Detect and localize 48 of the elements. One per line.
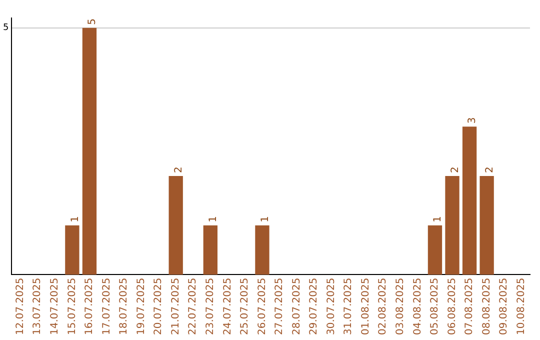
- x-tick-label: 09.08.2025: [498, 278, 510, 336]
- bar: [82, 28, 97, 275]
- bar: [203, 225, 218, 275]
- bar: [462, 126, 477, 275]
- x-tick-label: 28.07.2025: [291, 278, 302, 336]
- x-tick-label: 19.07.2025: [136, 278, 147, 336]
- x-tick-label: 21.07.2025: [170, 278, 182, 336]
- x-tick-label: 08.08.2025: [481, 278, 492, 336]
- x-tick-label: 02.08.2025: [378, 278, 389, 336]
- bar: [65, 225, 80, 275]
- x-tick-label: 30.07.2025: [326, 278, 337, 336]
- bar: [168, 176, 183, 275]
- x-tick-label: 31.07.2025: [343, 278, 354, 336]
- x-tick-label: 06.08.2025: [446, 278, 458, 336]
- data-label: 1: [260, 216, 271, 222]
- x-tick-label: 07.08.2025: [464, 278, 476, 336]
- x-tick-label: 20.07.2025: [153, 278, 164, 336]
- x-tick-label: 29.07.2025: [308, 278, 320, 336]
- x-tick-label: 26.07.2025: [256, 278, 268, 336]
- data-label: 1: [432, 216, 444, 222]
- data-label: 1: [208, 216, 219, 222]
- data-label: 1: [70, 216, 81, 222]
- x-tick-label: 22.07.2025: [188, 278, 199, 336]
- data-label: 2: [450, 166, 461, 173]
- data-label: 2: [484, 166, 496, 173]
- data-label: 5: [87, 18, 98, 25]
- x-tick-label: 24.07.2025: [222, 278, 234, 336]
- data-label: 2: [173, 166, 184, 173]
- x-tick-label: 03.08.2025: [395, 278, 406, 336]
- x-tick-label: 04.08.2025: [412, 278, 424, 336]
- x-tick-label: 27.07.2025: [274, 278, 286, 336]
- x-tick-label: 16.07.2025: [84, 278, 96, 336]
- x-tick-label: 01.08.2025: [360, 278, 372, 336]
- x-tick-label: 05.08.2025: [430, 278, 441, 336]
- bar: [428, 225, 442, 275]
- x-tick-label: 25.07.2025: [240, 278, 251, 336]
- x-tick-label: 23.07.2025: [204, 278, 216, 336]
- x-tick-label: 15.07.2025: [66, 278, 78, 336]
- bar: [445, 176, 460, 275]
- bar: [255, 225, 270, 275]
- x-tick-label: 17.07.2025: [101, 278, 112, 336]
- x-tick-label: 12.07.2025: [14, 278, 26, 336]
- x-tick-label: 13.07.2025: [32, 278, 44, 336]
- x-tick-label: 10.08.2025: [516, 278, 527, 336]
- data-label: 3: [467, 117, 478, 124]
- x-tick-label: 14.07.2025: [50, 278, 61, 336]
- bar: [480, 176, 494, 275]
- x-tick-label: 18.07.2025: [118, 278, 130, 336]
